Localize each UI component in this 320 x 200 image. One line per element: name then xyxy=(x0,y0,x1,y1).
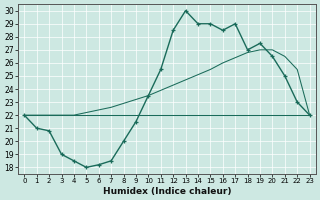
X-axis label: Humidex (Indice chaleur): Humidex (Indice chaleur) xyxy=(103,187,231,196)
